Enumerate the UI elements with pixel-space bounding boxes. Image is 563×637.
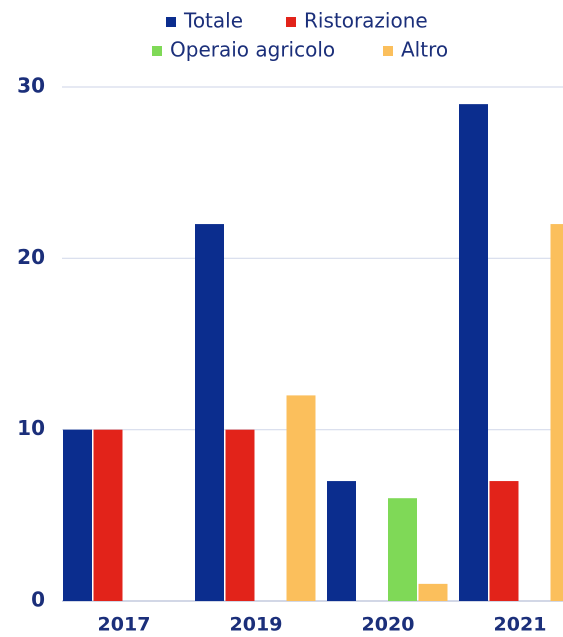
x-tick-label: 2017 xyxy=(98,614,151,636)
bar xyxy=(550,224,563,602)
bar xyxy=(489,481,519,601)
legend-swatch xyxy=(286,17,296,27)
bar xyxy=(63,429,92,601)
bar xyxy=(459,104,488,601)
bar xyxy=(418,583,448,601)
bar xyxy=(388,498,417,601)
x-tick-label: 2021 xyxy=(494,614,547,636)
bar xyxy=(327,481,356,601)
legend-label: Operaio agricolo xyxy=(170,38,335,62)
y-tick-label: 10 xyxy=(17,416,45,440)
legend-swatch xyxy=(166,17,176,27)
legend-swatch xyxy=(383,46,393,56)
x-tick-label: 2019 xyxy=(230,614,283,636)
legend-label: Totale xyxy=(183,9,243,33)
bar xyxy=(286,395,316,601)
legend-label: Altro xyxy=(401,38,448,62)
bar xyxy=(225,429,255,601)
legend-swatch xyxy=(152,46,162,56)
bar xyxy=(93,429,123,601)
legend-label: Ristorazione xyxy=(304,9,428,33)
y-tick-label: 30 xyxy=(17,74,45,98)
bar xyxy=(195,224,224,602)
y-tick-label: 20 xyxy=(17,245,45,269)
y-tick-label: 0 xyxy=(31,588,45,612)
x-tick-label: 2020 xyxy=(362,614,415,636)
